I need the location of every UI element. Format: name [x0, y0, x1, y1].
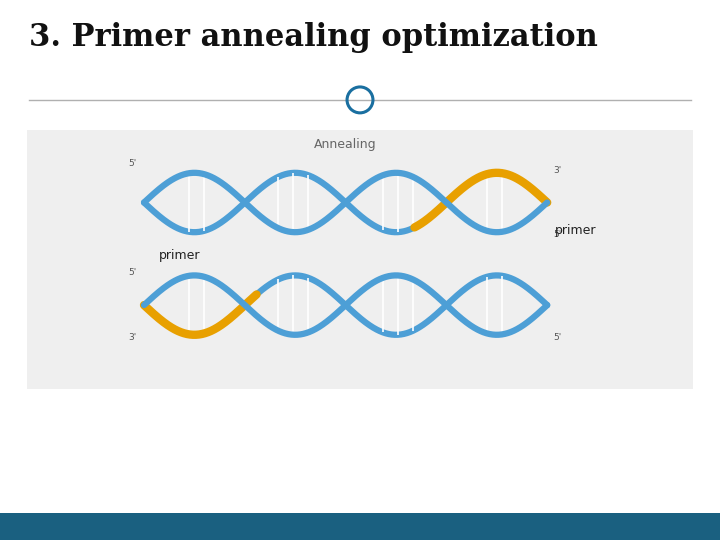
Text: primer: primer [158, 249, 200, 262]
Text: 5': 5' [553, 231, 561, 239]
Text: 5': 5' [129, 268, 137, 277]
FancyBboxPatch shape [27, 130, 693, 389]
Text: primer: primer [554, 224, 596, 237]
Text: 5': 5' [553, 333, 561, 342]
Text: 3': 3' [553, 166, 561, 174]
Text: Annealing: Annealing [315, 138, 377, 151]
Text: 3. Primer annealing optimization: 3. Primer annealing optimization [29, 22, 598, 52]
Text: 3': 3' [129, 333, 137, 342]
Text: 5': 5' [129, 159, 137, 168]
FancyBboxPatch shape [0, 513, 720, 540]
